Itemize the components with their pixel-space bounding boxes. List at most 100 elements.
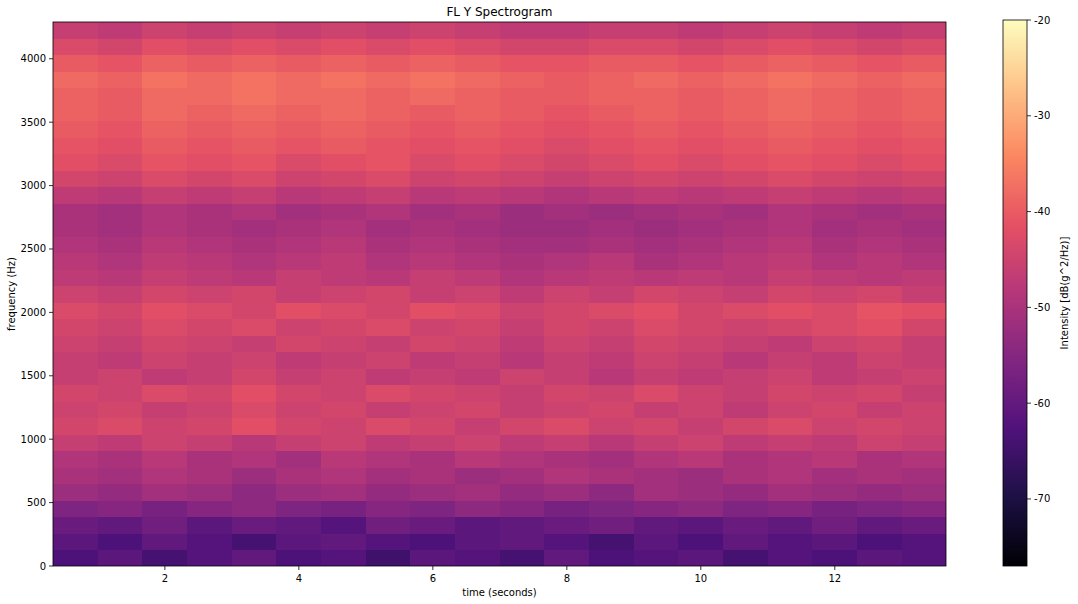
cell	[768, 88, 813, 105]
cell	[410, 319, 455, 336]
cell	[232, 253, 277, 270]
cell	[544, 137, 589, 154]
cell	[768, 137, 813, 154]
cell	[53, 451, 98, 468]
cell	[589, 467, 634, 484]
cell	[321, 467, 366, 484]
cell	[589, 203, 634, 220]
cell	[589, 104, 634, 121]
cell	[678, 286, 723, 303]
cell	[142, 170, 187, 187]
cell	[410, 302, 455, 319]
cell	[768, 434, 813, 451]
cell	[321, 385, 366, 402]
cell	[276, 385, 321, 402]
cell	[53, 71, 98, 88]
cell	[723, 236, 768, 253]
cell	[768, 220, 813, 237]
x-tick-label: 2	[162, 573, 168, 584]
cell	[678, 484, 723, 501]
cell	[321, 302, 366, 319]
cell	[276, 203, 321, 220]
x-tick	[298, 566, 299, 570]
cell	[98, 22, 143, 39]
cell	[232, 170, 277, 187]
cell	[455, 187, 500, 204]
cell	[53, 533, 98, 550]
cell	[142, 71, 187, 88]
cell	[187, 55, 232, 72]
cell	[768, 533, 813, 550]
cell	[634, 467, 679, 484]
cell	[768, 286, 813, 303]
cell	[276, 170, 321, 187]
cell	[902, 253, 946, 270]
cell	[768, 385, 813, 402]
cell	[53, 319, 98, 336]
cell	[634, 154, 679, 171]
cell	[142, 88, 187, 105]
cell	[678, 220, 723, 237]
cell	[98, 253, 143, 270]
cell	[142, 335, 187, 352]
cell	[902, 137, 946, 154]
cell	[500, 319, 545, 336]
cell	[723, 484, 768, 501]
cell	[678, 88, 723, 105]
cell	[455, 319, 500, 336]
cell	[276, 352, 321, 369]
cell	[500, 137, 545, 154]
cell	[768, 71, 813, 88]
cell	[500, 352, 545, 369]
cell	[53, 368, 98, 385]
cell	[321, 500, 366, 517]
cell	[321, 319, 366, 336]
cell	[53, 385, 98, 402]
cell	[634, 401, 679, 418]
cell	[678, 368, 723, 385]
cell	[589, 368, 634, 385]
cell	[98, 368, 143, 385]
cell	[142, 253, 187, 270]
cell	[768, 203, 813, 220]
cell	[232, 500, 277, 517]
cell	[902, 368, 946, 385]
cell	[857, 121, 902, 138]
cell	[276, 550, 321, 566]
cell	[500, 418, 545, 435]
cell	[98, 401, 143, 418]
cell	[366, 154, 411, 171]
cell	[857, 22, 902, 39]
cell	[544, 104, 589, 121]
cell	[678, 302, 723, 319]
cell	[455, 385, 500, 402]
cell	[723, 38, 768, 55]
cell	[500, 484, 545, 501]
y-tick-label: 1500	[21, 370, 46, 381]
cell	[366, 418, 411, 435]
cell	[544, 517, 589, 534]
cell	[678, 121, 723, 138]
cell	[142, 500, 187, 517]
colorbar-tick	[1027, 20, 1031, 21]
cell	[410, 236, 455, 253]
cell	[500, 434, 545, 451]
cell	[857, 418, 902, 435]
cell	[634, 319, 679, 336]
cell	[366, 71, 411, 88]
cell	[544, 220, 589, 237]
cell	[544, 335, 589, 352]
cell	[634, 104, 679, 121]
cell	[902, 467, 946, 484]
x-tick	[164, 566, 165, 570]
cell	[500, 170, 545, 187]
cell	[410, 154, 455, 171]
cell	[187, 71, 232, 88]
cell	[53, 203, 98, 220]
cell	[812, 500, 857, 517]
cell	[768, 451, 813, 468]
cell	[455, 22, 500, 39]
cell	[678, 385, 723, 402]
cell	[544, 203, 589, 220]
cell	[857, 286, 902, 303]
